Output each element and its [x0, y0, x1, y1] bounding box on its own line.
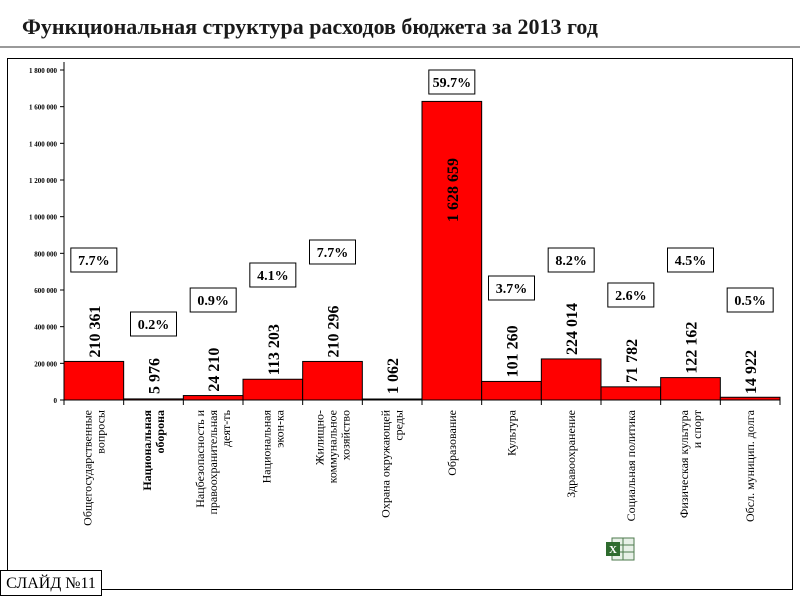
category-label: среды: [392, 410, 406, 441]
category-label: Обсл. муницип. долга: [743, 409, 757, 522]
percent-box: [309, 239, 356, 265]
bar: [421, 100, 483, 401]
bar: [63, 360, 125, 401]
bar-value-label: 101 260: [505, 325, 522, 377]
percent-label: 0.2%: [138, 318, 170, 333]
y-tick-label: 200 000: [34, 360, 57, 368]
percent-box: [607, 282, 655, 308]
percent-box: [667, 247, 714, 273]
bar: [660, 377, 721, 401]
percent-label: 4.1%: [257, 269, 289, 284]
category-label: Физическая культура: [677, 409, 691, 518]
category-label: Нацбезопасность и: [193, 409, 207, 507]
category-label: Общегосударственные: [80, 410, 94, 526]
bar-value-label: 5 976: [147, 358, 164, 394]
category-label: вопросы: [93, 410, 107, 454]
slide-number-badge: СЛАЙД №11: [0, 570, 102, 596]
bar-value-label: 24 210: [206, 348, 223, 392]
percent-box: [547, 247, 595, 273]
percent-label: 7.7%: [78, 254, 110, 269]
y-tick-label: 1 200 000: [29, 177, 58, 185]
category-label: Жилищно-: [313, 410, 327, 465]
category-label: правоохранительная: [206, 410, 220, 515]
percent-box: [130, 311, 177, 337]
bar: [242, 378, 304, 401]
bar-value-label: 210 361: [87, 305, 104, 357]
percent-label: 8.2%: [555, 254, 587, 269]
y-tick-label: 400 000: [34, 324, 57, 332]
percent-box: [488, 275, 535, 301]
bar-value-label: 1 062: [385, 358, 402, 394]
bar: [719, 396, 781, 401]
category-label: оборона: [153, 410, 167, 453]
bar-value-label: 113 203: [266, 324, 283, 375]
bar-value-label: 1 628 659: [445, 158, 462, 222]
category-label: и спорт: [690, 409, 704, 448]
category-label: Национальная: [140, 409, 154, 490]
bar-value-label: 14 922: [743, 350, 760, 394]
category-label: хозяйство: [339, 410, 353, 460]
bar: [361, 398, 423, 401]
category-label: Образование: [445, 410, 459, 476]
percent-label: 7.7%: [317, 246, 349, 261]
excel-spreadsheet-icon: X: [606, 537, 635, 561]
page-title: Функциональная структура расходов бюджет…: [22, 14, 598, 39]
y-tick-label: 600 000: [34, 287, 57, 295]
percent-label: 59.7%: [433, 76, 472, 91]
y-tick-label: 0: [54, 397, 58, 405]
bar: [182, 395, 244, 401]
percent-label: 3.7%: [496, 282, 528, 297]
category-label: Охрана окружающей: [379, 409, 393, 517]
percent-label: 2.6%: [615, 289, 647, 304]
bar: [302, 360, 363, 401]
percent-box: [70, 247, 118, 273]
category-label: Социальная политика: [624, 409, 638, 521]
y-tick-label: 1 000 000: [29, 214, 58, 222]
bar: [123, 398, 184, 401]
bar-value-label: 210 296: [326, 305, 343, 357]
y-tick-label: 1 800 000: [29, 67, 58, 75]
title-divider: [0, 46, 800, 48]
category-label: деят-ть: [219, 409, 233, 446]
bar-value-label: 122 162: [684, 322, 701, 374]
percent-box: [428, 69, 476, 95]
bar: [600, 386, 662, 401]
bar-value-label: 71 782: [624, 339, 641, 383]
percent-label: 0.9%: [197, 294, 229, 309]
y-tick-label: 800 000: [34, 250, 57, 258]
percent-box: [189, 287, 237, 313]
bar: [481, 380, 542, 401]
y-tick-label: 1 400 000: [29, 140, 58, 148]
svg-text:X: X: [609, 544, 617, 556]
percent-box: [726, 287, 774, 313]
percent-label: 0.5%: [734, 294, 766, 309]
y-tick-label: 1 600 000: [29, 104, 58, 112]
bar: [540, 358, 602, 401]
category-label: Культура: [505, 409, 519, 456]
bar-value-label: 224 014: [564, 303, 581, 355]
percent-box: [249, 262, 297, 288]
percent-label: 4.5%: [675, 254, 707, 269]
category-label: Здравоохранение: [564, 410, 578, 498]
category-label: Национальная: [259, 410, 273, 484]
chart-frame: [7, 58, 793, 590]
category-label: коммунальное: [326, 410, 340, 483]
category-label: экон-ка: [272, 409, 286, 447]
